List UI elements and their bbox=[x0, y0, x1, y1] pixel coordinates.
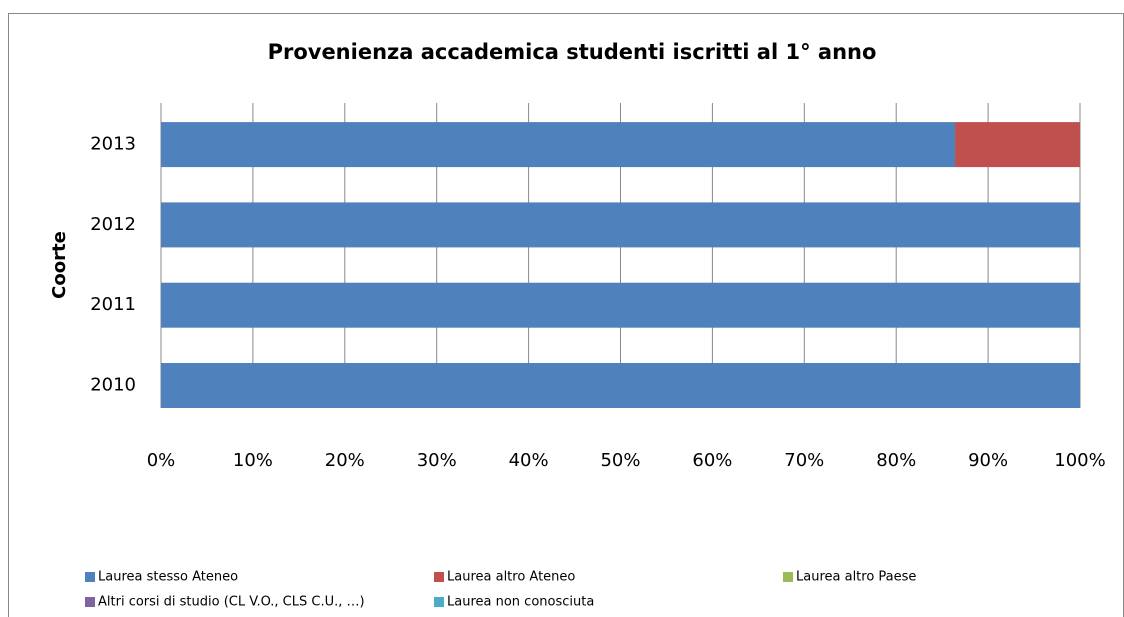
x-tick-label: 10% bbox=[233, 450, 273, 471]
legend-swatch bbox=[434, 572, 444, 582]
chart-title: Provenienza accademica studenti iscritti… bbox=[268, 40, 877, 64]
x-tick-label: 60% bbox=[692, 450, 732, 471]
y-tick-label: 2013 bbox=[90, 134, 136, 155]
x-tick-label: 20% bbox=[325, 450, 365, 471]
legend-label: Laurea altro Paese bbox=[796, 570, 916, 585]
y-tick-label: 2011 bbox=[90, 294, 136, 315]
legend-label: Laurea non conosciuta bbox=[447, 595, 594, 610]
y-tick-label: 2010 bbox=[90, 375, 136, 396]
bar-segment bbox=[161, 282, 1080, 328]
bar-segment bbox=[161, 202, 1080, 248]
legend-swatch bbox=[85, 597, 95, 607]
bar-segment bbox=[161, 122, 956, 168]
legend-swatch bbox=[783, 572, 793, 582]
y-axis-title: Coorte bbox=[49, 231, 70, 299]
x-tick-label: 30% bbox=[417, 450, 457, 471]
x-tick-label: 70% bbox=[784, 450, 824, 471]
legend-label: Altri corsi di studio (CL V.O., CLS C.U.… bbox=[98, 595, 365, 610]
x-tick-label: 50% bbox=[600, 450, 640, 471]
x-tick-label: 0% bbox=[147, 450, 176, 471]
legend-swatch bbox=[85, 572, 95, 582]
y-tick-label: 2012 bbox=[90, 214, 136, 235]
x-tick-label: 40% bbox=[509, 450, 549, 471]
x-tick-label: 90% bbox=[968, 450, 1008, 471]
bar-segment bbox=[955, 122, 1080, 168]
legend-swatch bbox=[434, 597, 444, 607]
legend-label: Laurea altro Ateneo bbox=[447, 570, 575, 585]
legend-label: Laurea stesso Ateneo bbox=[98, 570, 238, 585]
x-tick-label: 80% bbox=[876, 450, 916, 471]
bar-segment bbox=[161, 363, 1080, 408]
x-tick-label: 100% bbox=[1054, 450, 1105, 471]
